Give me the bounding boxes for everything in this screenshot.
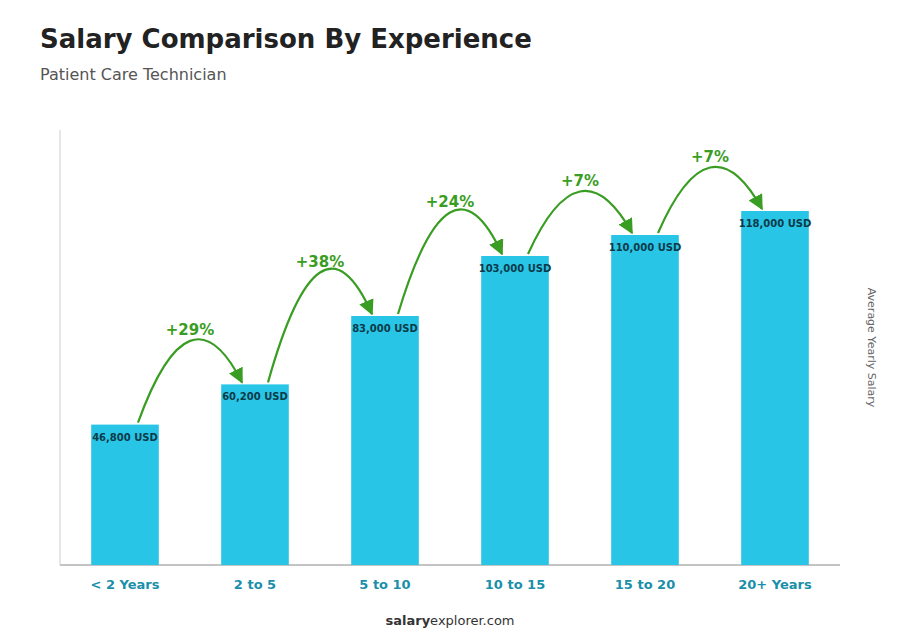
bar <box>351 316 419 565</box>
x-axis-line <box>60 565 840 566</box>
x-tick-label: 5 to 10 <box>359 577 410 592</box>
data-label: 118,000 USD <box>739 218 812 229</box>
change-arrow <box>138 339 242 422</box>
change-label: +38% <box>296 253 344 271</box>
change-label: +29% <box>166 321 214 339</box>
bar <box>221 384 289 565</box>
bar <box>741 211 809 565</box>
footer-part: explorer.com <box>430 613 514 628</box>
data-label: 103,000 USD <box>479 263 552 274</box>
change-label: +24% <box>426 193 474 211</box>
subtitle: Patient Care Technician <box>40 65 227 84</box>
x-tick-label: 10 to 15 <box>485 577 545 592</box>
bar <box>611 235 679 565</box>
y-axis-label: Average Yearly Salary <box>865 288 878 408</box>
footer-part: salary <box>385 613 430 628</box>
change-arrow <box>528 191 632 254</box>
data-label: 83,000 USD <box>352 323 418 334</box>
change-arrow <box>268 269 372 383</box>
x-tick-label: 15 to 20 <box>615 577 675 592</box>
data-label: 60,200 USD <box>222 391 288 402</box>
change-arrow <box>398 209 502 314</box>
x-tick-label: 20+ Years <box>738 577 812 592</box>
change-label: +7% <box>561 172 599 190</box>
data-label: 110,000 USD <box>609 242 682 253</box>
bar <box>91 425 159 565</box>
data-label: 46,800 USD <box>92 432 158 443</box>
footer: salaryexplorer.com <box>385 613 514 628</box>
title: Salary Comparison By Experience <box>40 24 532 54</box>
change-label: +7% <box>691 148 729 166</box>
change-arrow <box>658 167 762 233</box>
bar <box>481 256 549 565</box>
chart: Salary Comparison By Experience Patient C… <box>0 0 900 641</box>
x-tick-label: < 2 Years <box>91 577 160 592</box>
bars <box>91 211 809 565</box>
y-axis-line <box>60 130 61 565</box>
x-tick-label: 2 to 5 <box>234 577 276 592</box>
